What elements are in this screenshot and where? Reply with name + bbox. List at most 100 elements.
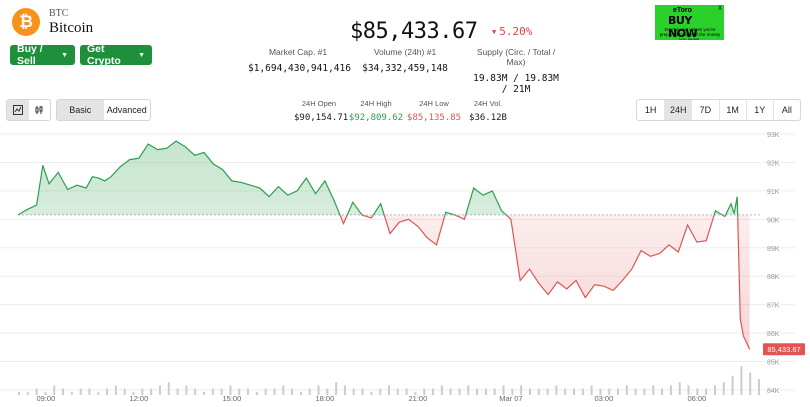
- volume-bar: [467, 385, 470, 395]
- volume-bar: [361, 388, 364, 395]
- volume-stat: Volume (24h) #1 $34,332,459,148: [362, 47, 448, 74]
- volume-bar: [255, 391, 258, 395]
- volume-bar: [634, 388, 637, 395]
- supply-value: 19.83M / 19.83M / 21M: [473, 73, 559, 95]
- low-label: 24H Low: [419, 99, 449, 108]
- volume-bar: [423, 388, 426, 395]
- volume-bar: [511, 388, 514, 395]
- volume-bar: [123, 388, 126, 395]
- volume-bar: [273, 388, 276, 395]
- volume-bar: [643, 388, 646, 395]
- volume-bar: [132, 391, 135, 395]
- y-tick-label: 87K: [767, 303, 780, 310]
- y-tick-label: 84K: [767, 388, 780, 395]
- volume-bar: [617, 388, 620, 395]
- volume-bar: [220, 388, 223, 395]
- chart-type-toggle: [6, 99, 51, 121]
- volume-24h-value: $36.12B: [469, 113, 507, 123]
- buy-sell-label: Buy / Sell: [17, 43, 43, 67]
- volume-bar: [229, 385, 232, 395]
- volume-24h-stat: 24H Vol. $36.12B: [466, 99, 510, 123]
- volume-bar: [194, 388, 197, 395]
- volume-bar: [291, 388, 294, 395]
- market-cap-label: Market Cap. #1: [268, 47, 328, 57]
- arrow-down-icon: ▼: [492, 27, 497, 36]
- volume-bar: [264, 388, 267, 395]
- volume-bar: [432, 388, 435, 395]
- chevron-down-icon: ▼: [61, 51, 68, 59]
- y-tick-label: 93K: [767, 132, 780, 139]
- volume-bar: [18, 391, 20, 395]
- supply-stat: Supply (Circ. / Total / Max) 19.83M / 19…: [468, 47, 564, 95]
- volume-bar: [335, 382, 338, 395]
- volume-bar: [449, 388, 452, 395]
- volume-bar: [379, 388, 382, 395]
- ad-close-icon[interactable]: X: [717, 6, 722, 12]
- volume-bar: [652, 385, 655, 395]
- volume-bar: [758, 379, 760, 395]
- volume-bar: [299, 391, 302, 395]
- volume-bar: [97, 391, 100, 395]
- volume-bar: [176, 388, 179, 395]
- volume-bar: [528, 388, 531, 395]
- x-tick-label: 06:00: [688, 394, 707, 403]
- range-1m-button[interactable]: 1M: [718, 100, 746, 120]
- y-tick-label: 92K: [767, 160, 780, 167]
- volume-bar: [396, 388, 399, 395]
- market-cap-value: $1,694,430,941,416: [248, 63, 351, 74]
- volume-bar: [88, 388, 91, 395]
- etoro-ad-banner[interactable]: eToro BUY NOW Don't invest unless you're…: [655, 5, 724, 40]
- range-1y-button[interactable]: 1Y: [745, 100, 773, 120]
- range-24h-button[interactable]: 24H: [664, 100, 692, 120]
- volume-bar: [440, 385, 443, 395]
- volume-bar: [493, 388, 496, 395]
- volume-bar: [352, 388, 355, 395]
- range-1h-button[interactable]: 1H: [644, 105, 657, 115]
- volume-bar: [326, 388, 329, 395]
- y-tick-label: 88K: [767, 274, 780, 281]
- x-tick-label: 18:00: [316, 394, 335, 403]
- x-tick-label: 12:00: [130, 394, 149, 403]
- current-price: $85,433.67: [350, 19, 478, 44]
- volume-bar: [599, 388, 602, 395]
- get-crypto-button[interactable]: Get Crypto ▼: [80, 43, 152, 67]
- x-tick-label: 03:00: [595, 394, 614, 403]
- price-line-up: [17, 140, 739, 215]
- candlestick-icon[interactable]: [29, 100, 51, 120]
- line-chart-icon[interactable]: [7, 100, 29, 120]
- mode-advanced-button[interactable]: Advanced: [106, 105, 147, 115]
- volume-bar: [79, 388, 82, 395]
- volume-bar: [625, 385, 628, 395]
- price-area-down: [339, 214, 750, 350]
- volume-bar: [573, 388, 575, 395]
- volume-bar: [705, 388, 708, 395]
- open-stat: 24H Open $90,154.71: [294, 99, 348, 123]
- volume-bar: [185, 385, 188, 395]
- volume-value: $34,332,459,148: [362, 63, 448, 74]
- supply-label: Supply (Circ. / Total / Max): [476, 47, 556, 67]
- volume-bar: [537, 388, 540, 395]
- volume-bar: [669, 385, 672, 395]
- volume-bar: [405, 388, 408, 395]
- volume-bar: [167, 382, 170, 395]
- volume-bar: [546, 388, 549, 395]
- volume-bar: [141, 388, 144, 395]
- open-label: 24H Open: [301, 99, 337, 108]
- volume-bar: [388, 385, 390, 395]
- price-chart[interactable]: 93K 92K 91K 90K 89K 88K 87K 86K 85K 84K 09:00 12:00…: [0, 125, 810, 407]
- mode-basic-button[interactable]: Basic: [57, 100, 104, 120]
- range-all-button[interactable]: All: [772, 100, 800, 120]
- buy-sell-button[interactable]: Buy / Sell ▼: [10, 43, 75, 67]
- range-7d-button[interactable]: 7D: [691, 100, 718, 120]
- price-change-value: 5.20%: [499, 25, 533, 38]
- volume-bar: [414, 391, 417, 395]
- price-change: ▼ 5.20%: [492, 25, 532, 38]
- chevron-down-icon: ▼: [138, 51, 145, 59]
- y-tick-label: 86K: [767, 331, 780, 338]
- volume-24h-label: 24H Vol.: [473, 99, 503, 108]
- time-range-selector: 1H 24H 7D 1M 1Y All: [636, 99, 801, 121]
- volume-bar: [317, 385, 320, 395]
- y-tick-label: 85K: [767, 360, 780, 367]
- volume-bar: [114, 385, 117, 395]
- volume-bar: [740, 366, 743, 395]
